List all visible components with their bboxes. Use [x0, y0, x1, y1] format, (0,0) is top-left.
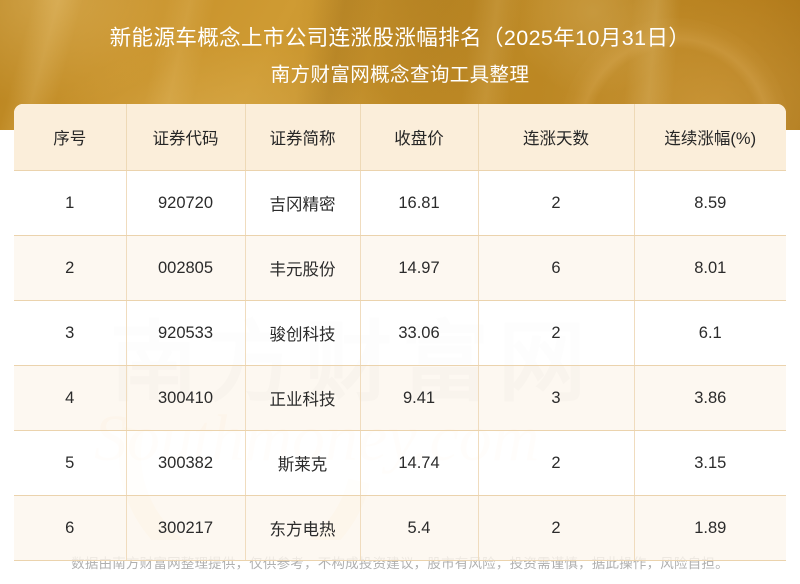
- banner-title-group: 新能源车概念上市公司连涨股涨幅排名（2025年10月31日） 南方财富网概念查询…: [0, 0, 800, 88]
- cell-days: 2: [478, 430, 635, 496]
- cell-index: 6: [14, 495, 127, 561]
- page-title: 新能源车概念上市公司连涨股涨幅排名（2025年10月31日）: [109, 26, 691, 50]
- cell-close: 33.06: [360, 300, 479, 366]
- column-header-gain[interactable]: 连续涨幅(%): [634, 104, 786, 171]
- cell-gain: 8.01: [634, 235, 786, 301]
- cell-gain: 6.1: [634, 300, 786, 366]
- column-header-days[interactable]: 连涨天数: [478, 104, 635, 171]
- table-row[interactable]: 5 300382 斯莱克 14.74 2 3.15: [14, 430, 786, 496]
- table-header: 序号 证券代码 证券简称 收盘价 连涨天数 连续涨幅(%): [14, 104, 786, 171]
- cell-code: 300382: [126, 430, 246, 496]
- cell-name: 斯莱克: [245, 430, 361, 496]
- column-header-index[interactable]: 序号: [14, 104, 127, 171]
- cell-close: 16.81: [360, 170, 479, 236]
- cell-code: 002805: [126, 235, 246, 301]
- ranking-table-card: 序号 证券代码 证券简称 收盘价 连涨天数 连续涨幅(%) 1 920720 吉…: [14, 104, 786, 561]
- cell-index: 1: [14, 170, 127, 236]
- ranking-table: 序号 证券代码 证券简称 收盘价 连涨天数 连续涨幅(%) 1 920720 吉…: [14, 104, 786, 561]
- cell-gain: 3.86: [634, 365, 786, 431]
- table-row[interactable]: 2 002805 丰元股份 14.97 6 8.01: [14, 235, 786, 301]
- cell-code: 300217: [126, 495, 246, 561]
- cell-close: 5.4: [360, 495, 479, 561]
- cell-code: 300410: [126, 365, 246, 431]
- cell-name: 骏创科技: [245, 300, 361, 366]
- cell-gain: 8.59: [634, 170, 786, 236]
- column-header-code[interactable]: 证券代码: [126, 104, 246, 171]
- cell-name: 东方电热: [245, 495, 361, 561]
- cell-index: 2: [14, 235, 127, 301]
- cell-code: 920720: [126, 170, 246, 236]
- column-header-close[interactable]: 收盘价: [360, 104, 479, 171]
- table-row[interactable]: 4 300410 正业科技 9.41 3 3.86: [14, 365, 786, 431]
- cell-close: 9.41: [360, 365, 479, 431]
- cell-name: 丰元股份: [245, 235, 361, 301]
- table-header-row: 序号 证券代码 证券简称 收盘价 连涨天数 连续涨幅(%): [14, 104, 786, 171]
- cell-gain: 1.89: [634, 495, 786, 561]
- cell-days: 6: [478, 235, 635, 301]
- cell-days: 2: [478, 170, 635, 236]
- page-subtitle: 南方财富网概念查询工具整理: [270, 64, 530, 86]
- cell-close: 14.97: [360, 235, 479, 301]
- cell-index: 4: [14, 365, 127, 431]
- header-banner: 新能源车概念上市公司连涨股涨幅排名（2025年10月31日） 南方财富网概念查询…: [0, 0, 800, 130]
- cell-index: 5: [14, 430, 127, 496]
- cell-gain: 3.15: [634, 430, 786, 496]
- cell-close: 14.74: [360, 430, 479, 496]
- table-body: 1 920720 吉冈精密 16.81 2 8.59 2 002805 丰元股份…: [14, 170, 786, 561]
- cell-days: 2: [478, 300, 635, 366]
- cell-code: 920533: [126, 300, 246, 366]
- cell-name: 吉冈精密: [245, 170, 361, 236]
- column-header-name[interactable]: 证券简称: [245, 104, 361, 171]
- table-row[interactable]: 6 300217 东方电热 5.4 2 1.89: [14, 495, 786, 561]
- cell-index: 3: [14, 300, 127, 366]
- cell-days: 3: [478, 365, 635, 431]
- cell-name: 正业科技: [245, 365, 361, 431]
- cell-days: 2: [478, 495, 635, 561]
- table-row[interactable]: 3 920533 骏创科技 33.06 2 6.1: [14, 300, 786, 366]
- table-row[interactable]: 1 920720 吉冈精密 16.81 2 8.59: [14, 170, 786, 236]
